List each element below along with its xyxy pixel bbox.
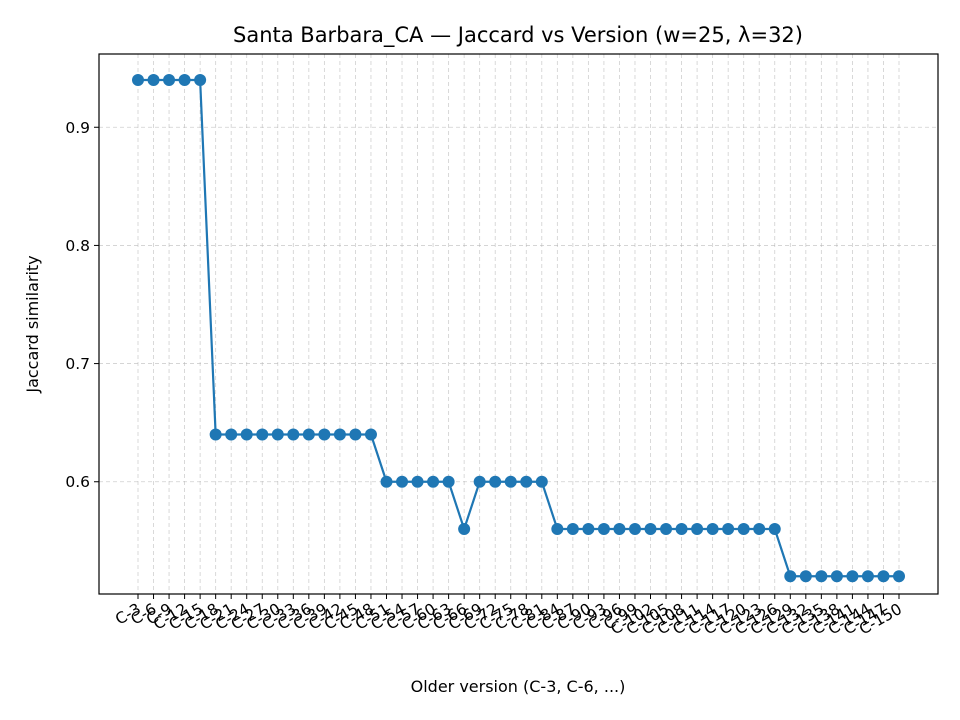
data-point (582, 523, 595, 536)
data-point (722, 523, 735, 536)
data-point (830, 570, 843, 583)
data-point (489, 475, 502, 488)
plot-frame (98, 53, 939, 595)
data-point (473, 475, 486, 488)
data-point (613, 523, 626, 536)
data-point (380, 475, 393, 488)
data-point (815, 570, 828, 583)
data-point (271, 428, 284, 441)
data-point (520, 475, 533, 488)
data-point (302, 428, 315, 441)
data-point (566, 523, 579, 536)
data-point (364, 428, 377, 441)
data-point (256, 428, 269, 441)
y-tick-label: 0.9 (65, 119, 90, 137)
data-point (427, 475, 440, 488)
series-line (138, 78, 899, 578)
data-point (660, 523, 673, 536)
y-axis: 0.6 0.7 0.8 0.9 (65, 119, 99, 491)
y-tick-label: 0.8 (65, 237, 90, 255)
data-point (753, 523, 766, 536)
data-point (349, 428, 362, 441)
x-axis: C-3C-6C-9C-12C-15C-18C-21C-24C-27C-30C-3… (112, 594, 905, 638)
data-point (644, 523, 657, 536)
x-axis-label: Older version (C-3, C-6, ...) (411, 677, 626, 696)
chart-title: Santa Barbara_CA — Jaccard vs Version (w… (233, 23, 803, 48)
data-point (846, 570, 859, 583)
data-point (551, 523, 564, 536)
y-axis-label: Jaccard similarity (23, 255, 42, 393)
data-point (194, 73, 207, 86)
data-point (893, 570, 905, 583)
data-point (163, 73, 176, 86)
data-point (691, 523, 704, 536)
data-point (333, 428, 346, 441)
data-point (442, 475, 455, 488)
data-point (597, 523, 610, 536)
y-tick-label: 0.7 (65, 355, 90, 373)
data-point (784, 570, 797, 583)
data-point (675, 523, 688, 536)
data-point (877, 570, 890, 583)
data-point (225, 428, 238, 441)
data-point (132, 73, 144, 86)
data-point (737, 523, 750, 536)
data-point (861, 570, 874, 583)
series-group (132, 73, 905, 583)
data-point (287, 428, 300, 441)
data-point (628, 523, 641, 536)
data-point (318, 428, 331, 441)
data-point (535, 475, 548, 488)
data-point (504, 475, 517, 488)
data-point (178, 73, 191, 86)
data-point (411, 475, 424, 488)
data-point (768, 523, 781, 536)
data-point (706, 523, 719, 536)
data-point (147, 73, 160, 86)
data-point (396, 475, 409, 488)
data-point (240, 428, 253, 441)
data-point (799, 570, 812, 583)
grid-lines (99, 54, 938, 594)
y-tick-label: 0.6 (65, 473, 90, 491)
data-point (209, 428, 222, 441)
data-point (458, 523, 471, 536)
